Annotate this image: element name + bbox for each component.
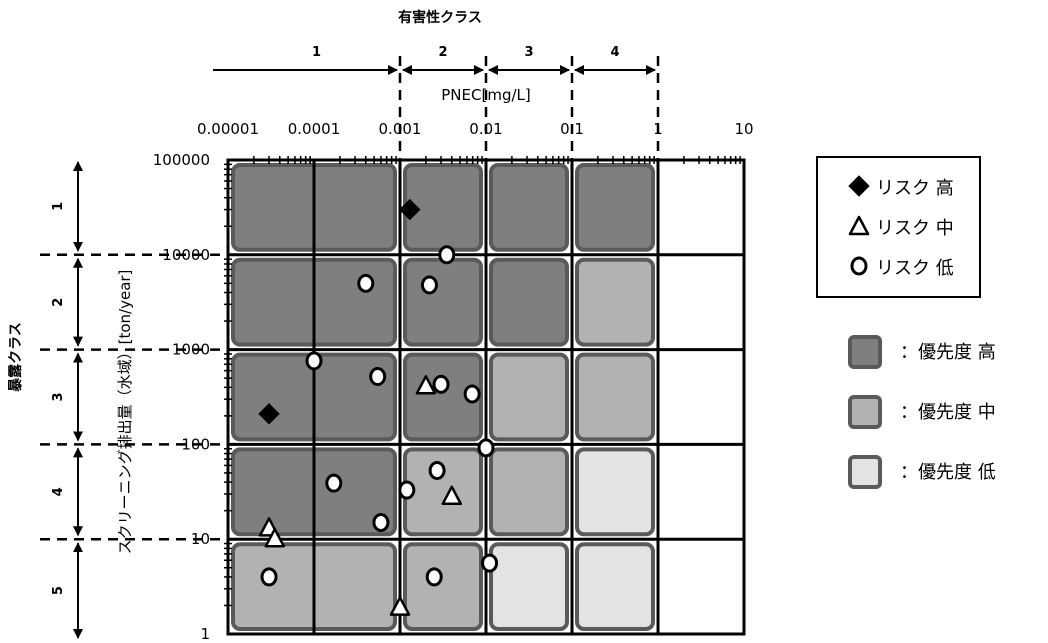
point-circle bbox=[372, 513, 390, 533]
point-triangle bbox=[389, 596, 411, 616]
legend-circle-icon bbox=[850, 256, 868, 276]
hazard-class-label: 4 bbox=[610, 45, 619, 60]
point-circle bbox=[305, 351, 323, 371]
priority-cell-mid bbox=[403, 447, 483, 537]
point-circle bbox=[369, 367, 387, 387]
y-tick-label: 1000 bbox=[172, 341, 210, 359]
priority-label-low: ：優先度 低 bbox=[900, 462, 996, 483]
x-tick-label: 0.0001 bbox=[288, 120, 341, 138]
priority-cell-mid bbox=[575, 257, 655, 347]
priority-cell-low bbox=[489, 542, 569, 632]
exposure-class-label: 1 bbox=[51, 202, 66, 211]
hazard-class-labels: 1 2 3 4 bbox=[312, 45, 620, 60]
data-points bbox=[258, 198, 499, 616]
point-circle bbox=[325, 473, 343, 493]
class-boundary-dashes bbox=[40, 56, 660, 541]
x-tick-label: 0.1 bbox=[560, 120, 584, 138]
priority-cell-high bbox=[489, 163, 569, 252]
point-circle bbox=[260, 567, 278, 587]
priority-cell-high bbox=[575, 163, 655, 252]
point-circle bbox=[481, 553, 499, 573]
hazard-class-label: 1 bbox=[312, 45, 321, 60]
x-tick-label: 10 bbox=[734, 120, 753, 138]
exposure-class-label: 5 bbox=[51, 586, 66, 595]
priority-cell-high bbox=[403, 352, 483, 442]
y-axis-label: スクリーニング排出量（水域）[ton/year] bbox=[116, 270, 134, 555]
priority-label-high: ：優先度 高 bbox=[900, 342, 996, 363]
class-arrows bbox=[73, 65, 656, 639]
marker-legend-box bbox=[816, 156, 981, 298]
point-circle bbox=[357, 273, 375, 293]
exposure-class-label: 2 bbox=[51, 298, 66, 307]
priority-swatch-mid bbox=[848, 395, 882, 429]
x-tick-label: 1 bbox=[653, 120, 663, 138]
point-triangle bbox=[264, 527, 286, 548]
point-diamond bbox=[399, 198, 421, 221]
y-tick-label: 1 bbox=[200, 625, 210, 643]
y-tick-labels: 100000 10000 1000 100 10 1 bbox=[153, 151, 210, 643]
legend-diamond-icon bbox=[848, 175, 870, 197]
point-diamond bbox=[258, 403, 280, 425]
exposure-class-label: 3 bbox=[51, 392, 66, 401]
priority-cell-mid bbox=[575, 352, 655, 442]
exposure-class-title: 暴露クラス bbox=[7, 322, 24, 393]
priority-label-mid: ：優先度 中 bbox=[900, 402, 996, 423]
y-tick-label: 10 bbox=[191, 530, 210, 548]
point-triangle bbox=[415, 375, 437, 395]
x-tick-label: 0.001 bbox=[379, 120, 422, 138]
point-circle bbox=[398, 480, 416, 500]
y-tick-label: 10000 bbox=[162, 246, 210, 264]
priority-swatch-high bbox=[848, 335, 882, 369]
priority-legend: ：優先度 高 ：優先度 中 ：優先度 低 bbox=[848, 335, 996, 489]
legend-marker-icons bbox=[848, 175, 870, 276]
x-tick-labels: 0.00001 0.0001 0.001 0.01 0.1 1 10 bbox=[197, 120, 754, 138]
priority-cell-low bbox=[575, 542, 655, 632]
priority-swatches bbox=[848, 335, 882, 489]
hazard-class-label: 3 bbox=[524, 45, 533, 60]
axis-ticks bbox=[224, 156, 741, 607]
exposure-class-label: 4 bbox=[51, 487, 66, 496]
hazard-class-title: 有害性クラス bbox=[398, 9, 482, 26]
legend-triangle-icon bbox=[848, 215, 870, 236]
point-circle bbox=[425, 567, 443, 587]
priority-cells bbox=[231, 163, 655, 632]
priority-cell-mid bbox=[489, 447, 569, 537]
legend-label-risk-mid: リスク 中 bbox=[876, 218, 954, 239]
x-axis-label: PNEC[mg/L] bbox=[441, 86, 530, 104]
x-tick-label: 0.01 bbox=[469, 120, 502, 138]
legend-label-risk-low: リスク 低 bbox=[876, 258, 954, 279]
legend-label-risk-high: リスク 高 bbox=[876, 178, 954, 199]
point-triangle bbox=[441, 485, 463, 506]
y-tick-label: 100000 bbox=[153, 151, 210, 169]
priority-cell-high bbox=[403, 257, 483, 347]
priority-cell-mid bbox=[489, 352, 569, 442]
x-tick-label: 0.00001 bbox=[197, 120, 259, 138]
priority-cell-high bbox=[489, 257, 569, 347]
point-circle bbox=[420, 275, 438, 295]
exposure-class-labels: 1 2 3 4 5 bbox=[51, 202, 66, 595]
point-circle bbox=[463, 384, 481, 404]
hazard-class-label: 2 bbox=[438, 45, 447, 60]
point-circle bbox=[432, 374, 450, 394]
priority-cell-mid bbox=[403, 542, 483, 632]
point-circle bbox=[428, 461, 446, 481]
priority-swatch-low bbox=[848, 455, 882, 489]
point-circle bbox=[438, 245, 456, 265]
y-tick-label: 100 bbox=[181, 435, 210, 453]
point-circle bbox=[477, 438, 495, 458]
priority-cell-low bbox=[575, 447, 655, 537]
marker-legend: リスク 高 リスク 中 リスク 低 bbox=[816, 156, 981, 298]
